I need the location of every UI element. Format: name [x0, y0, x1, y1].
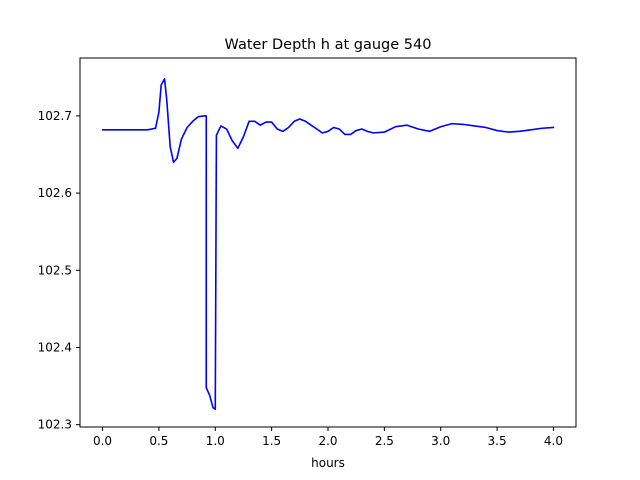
x-tick-label: 0.0	[93, 434, 112, 448]
x-tick-label: 1.5	[262, 434, 281, 448]
y-tick-label: 102.5	[38, 263, 72, 277]
x-tick-label: 0.5	[149, 434, 168, 448]
x-tick-label: 1.0	[206, 434, 225, 448]
series-layer	[101, 78, 555, 411]
y-tick-label: 102.3	[38, 418, 72, 432]
plot-frame	[79, 57, 577, 428]
y-tick-label: 102.6	[38, 186, 72, 200]
x-tick-label: 3.5	[488, 434, 507, 448]
series-line-0	[101, 78, 555, 411]
y-axis: 102.3 102.4 102.5 102.6 102.7	[38, 109, 80, 432]
x-tick-label: 4.0	[544, 434, 563, 448]
x-tick-label: 3.0	[431, 434, 450, 448]
x-tick-label: 2.0	[318, 434, 337, 448]
x-tick-label: 2.5	[375, 434, 394, 448]
y-tick-label: 102.4	[38, 340, 72, 354]
x-axis: 0.0 0.5 1.0 1.5 2.0 2.5 3.0 3.5 4.0	[93, 427, 563, 448]
y-tick-label: 102.7	[38, 109, 72, 123]
chart-title: Water Depth h at gauge 540	[225, 37, 432, 53]
x-axis-label: hours	[311, 456, 345, 470]
